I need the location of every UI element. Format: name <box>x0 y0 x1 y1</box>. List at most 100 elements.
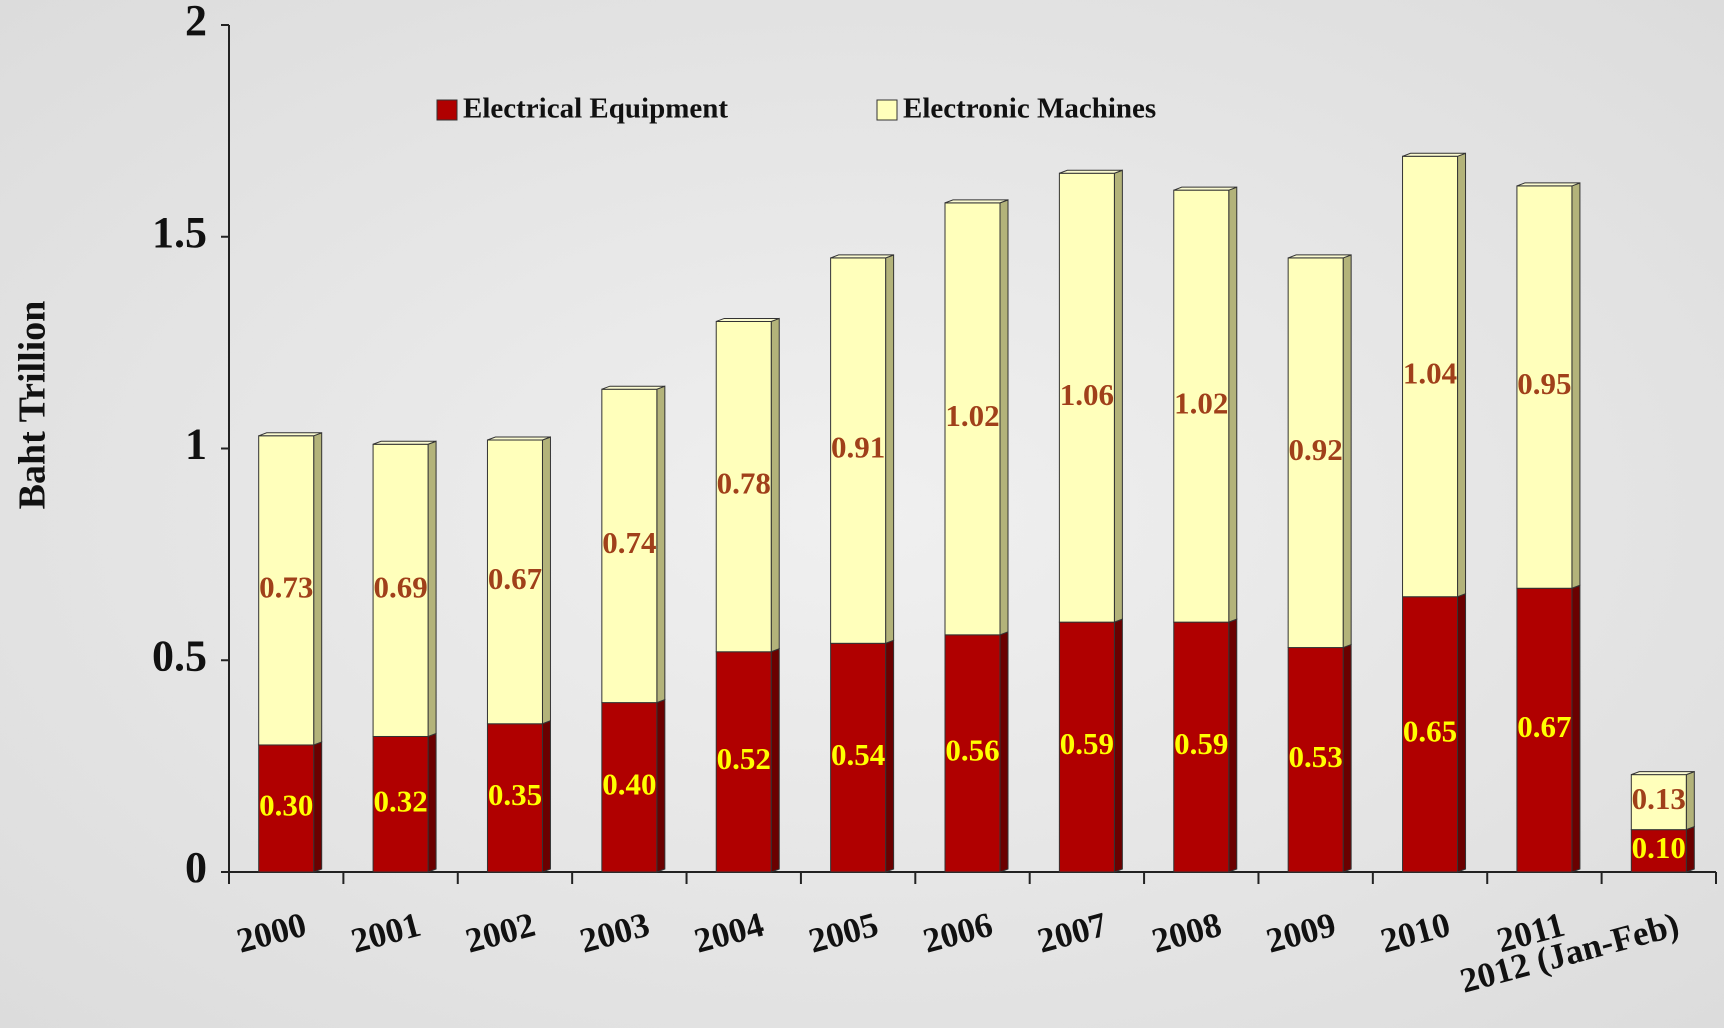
bar-side <box>313 741 323 873</box>
data-label: 0.95 <box>1517 366 1571 401</box>
bar-side <box>1113 618 1123 873</box>
bar-segment <box>1173 621 1230 873</box>
bar-side <box>1342 643 1352 873</box>
data-label: 1.02 <box>1174 385 1228 420</box>
legend-swatch <box>436 99 458 121</box>
bar-segment <box>715 320 772 653</box>
bar-segment <box>601 388 658 704</box>
data-label: 0.53 <box>1289 739 1343 774</box>
bar-side <box>770 648 780 873</box>
x-tick-label: 2006 <box>919 905 997 961</box>
bar-segment <box>601 702 658 873</box>
bar-top <box>1173 186 1237 191</box>
bar-segment <box>258 435 315 746</box>
data-label: 0.91 <box>831 430 885 465</box>
y-tick-label: 0.5 <box>152 631 207 680</box>
data-label: 0.32 <box>373 783 427 818</box>
bar-segment <box>486 723 543 873</box>
bar-side <box>1113 169 1123 623</box>
bar-top <box>601 385 666 390</box>
bar-segment <box>1287 257 1344 649</box>
bar-side <box>885 254 895 645</box>
bar-side <box>1685 770 1695 831</box>
x-tick-label: 2008 <box>1148 905 1226 961</box>
data-label: 0.56 <box>945 733 999 768</box>
data-label: 0.69 <box>373 569 427 604</box>
bar-top <box>1516 182 1581 187</box>
y-tick-label: 0 <box>185 843 207 892</box>
bar-top <box>1402 152 1466 157</box>
data-label: 0.67 <box>488 561 542 596</box>
bar-segment <box>1287 647 1344 873</box>
x-tick-label: 2005 <box>805 905 883 961</box>
data-label: 1.04 <box>1403 356 1457 391</box>
bar-top <box>944 199 1009 204</box>
bar-side <box>1228 618 1238 873</box>
bar-top <box>1631 771 1695 776</box>
x-tick-label: 2004 <box>690 905 768 961</box>
bar-side <box>1571 182 1581 589</box>
bar-top <box>372 440 437 445</box>
data-label: 0.78 <box>717 466 771 501</box>
bar-side <box>1228 186 1238 623</box>
legend-swatch <box>876 99 898 121</box>
bar-segment <box>1516 185 1573 589</box>
bar-side <box>427 732 437 873</box>
bar-side <box>656 698 666 873</box>
bar-segment <box>944 202 1001 636</box>
bar-side <box>1685 825 1695 873</box>
bar-top <box>258 432 322 437</box>
x-tick-label: 2010 <box>1376 905 1454 961</box>
bar-segment <box>1630 774 1687 831</box>
data-label: 0.35 <box>488 777 542 812</box>
bar-side <box>541 436 551 725</box>
data-label: 1.06 <box>1060 377 1114 412</box>
bar-segment <box>715 651 772 873</box>
bar-top <box>1059 169 1123 174</box>
bar-side <box>1457 593 1467 873</box>
bar-side <box>313 432 323 746</box>
data-label: 0.74 <box>602 525 656 560</box>
bar-side <box>999 631 1009 873</box>
data-label: 0.59 <box>1174 726 1228 761</box>
data-label: 1.02 <box>945 398 999 433</box>
bar-segment <box>1173 189 1230 623</box>
bar-top <box>487 436 551 441</box>
data-label: 0.30 <box>259 788 313 823</box>
bar-top <box>716 317 780 322</box>
bar-side <box>885 639 895 873</box>
bar-side <box>1571 584 1581 873</box>
bar-segment <box>486 439 543 725</box>
legend-label: Electrical Equipment <box>463 93 728 125</box>
bar-segment <box>1058 172 1115 623</box>
data-label: 0.59 <box>1060 726 1114 761</box>
bar-segment <box>1402 155 1459 598</box>
bar-segment <box>1402 596 1459 873</box>
x-tick-label: 2001 <box>347 905 425 961</box>
y-tick-label: 2 <box>185 0 207 45</box>
bar-segment <box>1516 587 1573 873</box>
bar-top <box>830 254 894 259</box>
data-label: 0.65 <box>1403 713 1457 748</box>
data-label: 0.73 <box>259 569 313 604</box>
x-tick-label: 2002 <box>461 905 539 961</box>
y-axis-label: Baht Trillion <box>12 301 54 510</box>
bar-side <box>541 720 551 873</box>
x-tick-label: 2000 <box>233 905 311 961</box>
bar-side <box>427 440 437 738</box>
data-label: 0.92 <box>1289 432 1343 467</box>
bar-side <box>999 199 1009 636</box>
bar-segment <box>258 744 315 873</box>
bar-segment <box>1630 829 1687 873</box>
data-label: 0.54 <box>831 737 885 772</box>
data-label: 0.40 <box>602 766 656 801</box>
bar-segment <box>830 257 887 644</box>
data-label: 0.67 <box>1517 709 1571 744</box>
bar-side <box>656 385 666 704</box>
x-tick-label: 2007 <box>1033 905 1111 961</box>
data-label: 0.10 <box>1632 830 1686 865</box>
legend-label: Electronic Machines <box>903 93 1156 125</box>
bar-side <box>1457 152 1467 598</box>
